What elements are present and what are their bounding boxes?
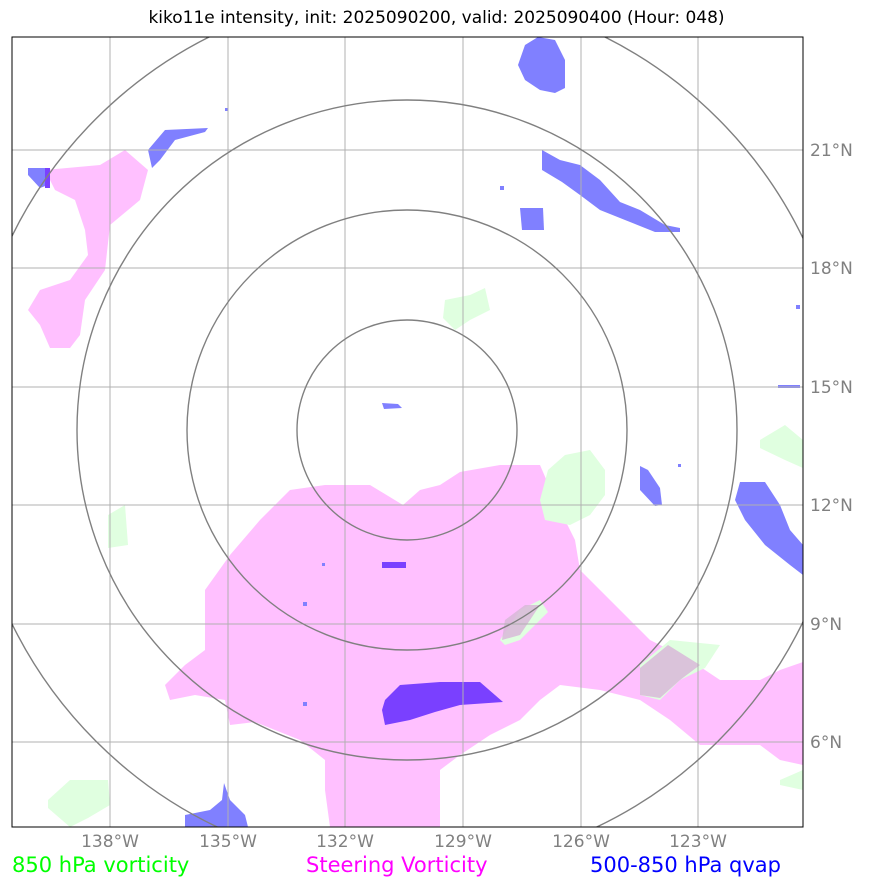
lon-label-126w: 126°W: [552, 832, 610, 852]
lat-label-18n: 18°N: [810, 259, 853, 279]
lon-label-129w: 129°W: [434, 832, 492, 852]
map-title: kiko11e intensity, init: 2025090200, val…: [148, 8, 725, 28]
qvap-dense-fill: [45, 168, 503, 725]
lat-label-21n: 21°N: [810, 141, 853, 161]
steering-vorticity-fill: [28, 150, 803, 827]
lon-label-135w: 135°W: [199, 832, 257, 852]
plot-frame: [11, 36, 804, 828]
range-rings: [12, 37, 803, 827]
range-ring-1: [296, 319, 518, 541]
graticule: [12, 37, 803, 827]
lon-label-123w: 123°W: [669, 832, 727, 852]
overlap-fill: [502, 605, 700, 698]
lon-label-138w: 138°W: [81, 832, 139, 852]
lat-label-9n: 9°N: [810, 615, 843, 635]
legend-qvap: 500-850 hPa qvap: [590, 853, 781, 877]
lat-label-6n: 6°N: [810, 733, 843, 753]
lon-label-132w: 132°W: [316, 832, 374, 852]
range-ring-2: [186, 209, 628, 651]
legend-850-vorticity: 850 hPa vorticity: [12, 853, 190, 877]
legend-steering-vorticity: Steering Vorticity: [306, 853, 488, 877]
lat-label-12n: 12°N: [810, 496, 853, 516]
range-ring-3: [76, 99, 738, 761]
lat-label-15n: 15°N: [810, 378, 853, 398]
